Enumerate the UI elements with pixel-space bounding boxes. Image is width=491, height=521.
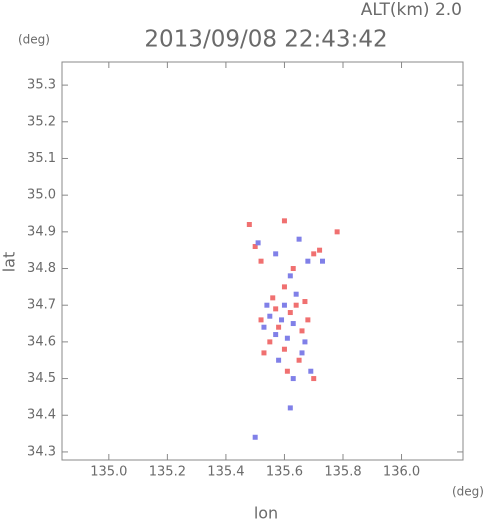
y-tick-label: 35.0 <box>27 188 56 203</box>
echo-point <box>281 346 287 352</box>
echo-point <box>255 240 261 246</box>
y-tick-label: 34.4 <box>27 408 56 423</box>
echo-point <box>261 350 267 356</box>
y-unit: (deg) <box>18 33 50 47</box>
echo-point <box>290 321 296 327</box>
echo-point <box>267 339 273 345</box>
echo-point <box>311 376 317 382</box>
echo-point <box>308 368 314 374</box>
x-axis-label: lon <box>254 504 278 521</box>
echo-point <box>258 258 264 264</box>
echo-point <box>302 299 308 305</box>
y-tick-label: 34.7 <box>27 298 56 313</box>
echo-point <box>320 258 326 264</box>
echo-point <box>252 434 258 440</box>
y-tick-label: 35.1 <box>27 151 56 166</box>
echo-point <box>293 302 299 308</box>
echo-point <box>267 313 273 319</box>
x-tick-label: 135.2 <box>149 465 186 480</box>
echo-point <box>296 236 302 242</box>
echo-point <box>281 302 287 308</box>
x-tick-label: 135.0 <box>90 465 127 480</box>
echo-point <box>334 229 340 235</box>
echo-point <box>290 266 296 272</box>
x-tick-label: 136.0 <box>383 465 420 480</box>
echo-point <box>273 332 279 338</box>
echo-point <box>258 317 264 323</box>
y-tick-label: 34.3 <box>27 444 56 459</box>
y-tick-label: 34.9 <box>27 224 56 239</box>
echo-point <box>270 295 276 301</box>
x-tick-label: 135.4 <box>207 465 244 480</box>
x-tick-label: 135.6 <box>266 465 303 480</box>
echo-point <box>252 244 258 250</box>
echo-point <box>261 324 267 330</box>
echo-point <box>276 357 282 363</box>
echo-point <box>284 335 290 341</box>
echo-point <box>305 317 311 323</box>
altitude-annotation: ALT(km) 2.0 <box>361 0 462 20</box>
echo-point <box>287 273 293 279</box>
y-tick-label: 34.8 <box>27 261 56 276</box>
x-tick-label: 135.8 <box>324 465 361 480</box>
echo-point <box>287 310 293 316</box>
echo-point <box>302 339 308 345</box>
echo-point <box>290 376 296 382</box>
y-tick-label: 34.5 <box>27 371 56 386</box>
echo-point <box>287 405 293 411</box>
echo-point <box>281 284 287 290</box>
echo-point <box>273 306 279 312</box>
chart-title: 2013/09/08 22:43:42 <box>144 27 387 53</box>
echo-point <box>296 357 302 363</box>
echo-point <box>276 324 282 330</box>
echo-point <box>284 368 290 374</box>
y-tick-label: 35.2 <box>27 114 56 129</box>
echo-point <box>273 251 279 257</box>
echo-point <box>281 218 287 224</box>
echo-point <box>293 291 299 297</box>
echo-point <box>246 222 252 228</box>
plot-frame <box>61 61 464 461</box>
y-tick-label: 34.6 <box>27 334 56 349</box>
x-unit: (deg) <box>452 485 484 499</box>
echo-point <box>311 251 317 257</box>
echo-point <box>264 302 270 308</box>
echo-point <box>299 350 305 356</box>
y-tick-label: 35.3 <box>27 78 56 93</box>
echo-point <box>305 258 311 264</box>
echo-point <box>279 317 285 323</box>
echo-point <box>299 328 305 334</box>
y-axis-label: lat <box>0 252 19 273</box>
echo-point <box>317 247 323 253</box>
